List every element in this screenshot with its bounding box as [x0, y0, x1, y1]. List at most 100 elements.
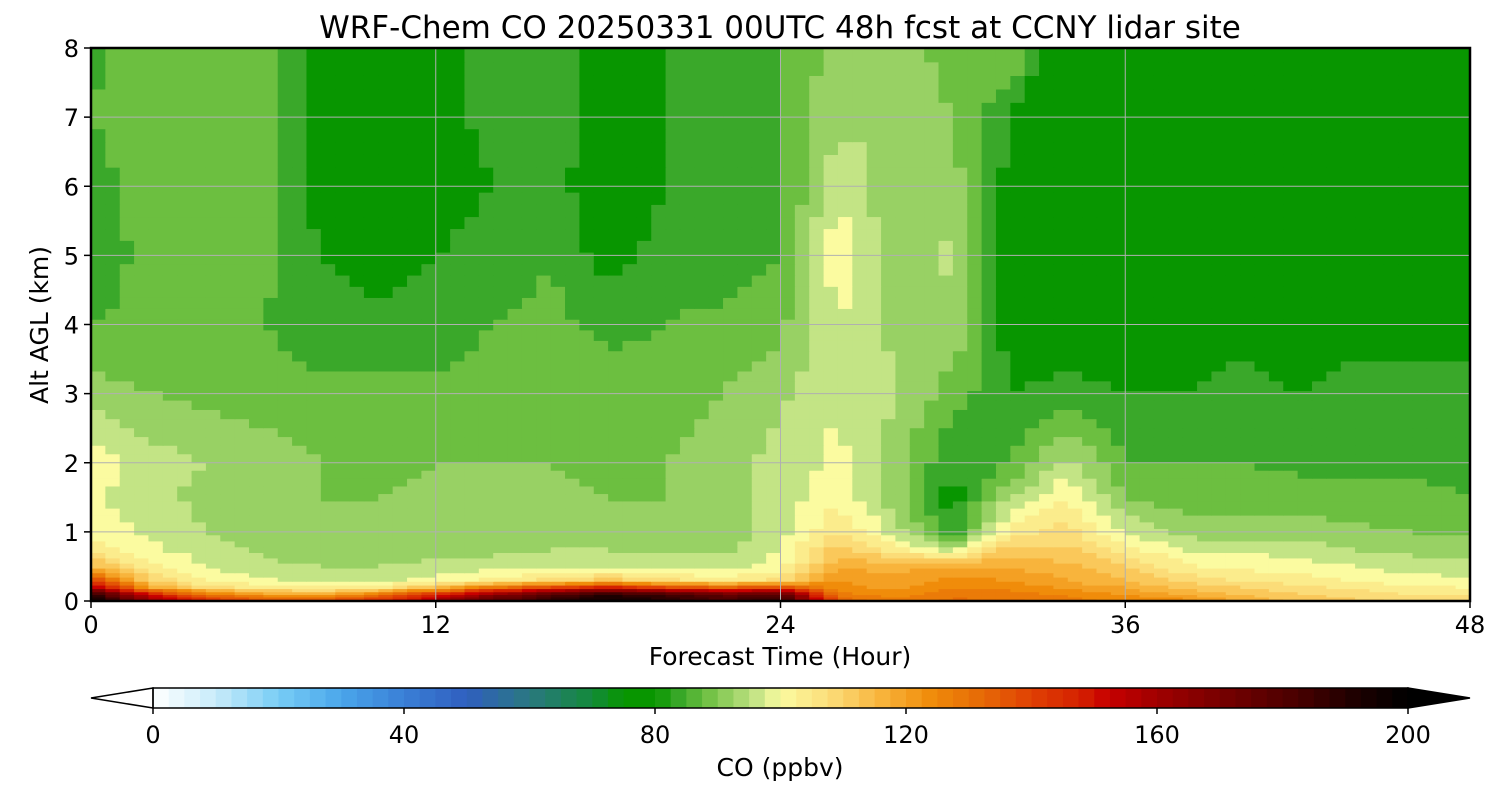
heatmap-cell [320, 500, 336, 509]
heatmap-cell [565, 596, 580, 600]
heatmap-cell [263, 581, 279, 586]
heatmap-cell [349, 350, 365, 362]
heatmap-cell [349, 515, 365, 523]
heatmap-cell [478, 204, 494, 218]
heatmap-cell [909, 572, 925, 578]
heatmap-cell [636, 534, 652, 542]
heatmap-cell [1340, 521, 1356, 529]
heatmap-cell [780, 515, 796, 523]
heatmap-cell [751, 380, 767, 392]
heatmap-cell [1268, 540, 1284, 548]
heatmap-cell [119, 274, 135, 287]
heatmap-cell [292, 263, 308, 276]
heatmap-cell [1110, 557, 1126, 564]
heatmap-cell [1024, 521, 1040, 529]
heatmap-cell [593, 204, 609, 218]
heatmap-cell [794, 581, 810, 586]
heatmap-cell [809, 485, 825, 495]
heatmap-cell [881, 588, 897, 593]
heatmap-cell [608, 427, 624, 438]
heatmap-cell [1412, 588, 1428, 593]
heatmap-cell [909, 557, 925, 564]
heatmap-cell [794, 329, 810, 341]
heatmap-cell [550, 591, 566, 596]
heatmap-cell [292, 493, 308, 502]
heatmap-cell [1240, 588, 1256, 593]
heatmap-cell [837, 500, 853, 509]
heatmap-cell [938, 540, 954, 548]
heatmap-cell [536, 485, 552, 495]
heatmap-cell [464, 581, 480, 586]
heatmap-cell [1024, 534, 1040, 542]
heatmap-cell [737, 297, 753, 309]
heatmap-cell [148, 534, 164, 542]
heatmap-cell [306, 286, 322, 298]
heatmap-cell [679, 240, 695, 253]
heatmap-cell [478, 409, 494, 420]
heatmap-cell [1039, 400, 1055, 410]
heatmap-cell [1010, 567, 1026, 574]
heatmap-cell [550, 216, 566, 230]
heatmap-cell [665, 508, 681, 516]
heatmap-cell [1426, 557, 1442, 564]
heatmap-cell [205, 596, 221, 600]
heatmap-cell [464, 485, 480, 495]
heatmap-cell [1139, 534, 1155, 542]
heatmap-cell [220, 572, 236, 578]
heatmap-cell [407, 572, 422, 578]
heatmap-cell [1067, 418, 1083, 429]
heatmap-cell [895, 515, 911, 523]
heatmap-cell [679, 360, 695, 372]
heatmap-cell [435, 552, 451, 559]
heatmap-cell [1412, 297, 1428, 309]
heatmap-cell [1039, 557, 1055, 564]
heatmap-cell [162, 274, 178, 287]
heatmap-cell [1340, 462, 1356, 471]
heatmap-cell [1455, 418, 1470, 429]
heatmap-cell [478, 581, 494, 586]
heatmap-cell [493, 409, 509, 420]
heatmap-cell [565, 228, 580, 241]
heatmap-cell [119, 596, 135, 600]
heatmap-cell [1039, 240, 1055, 253]
heatmap-cell [708, 297, 724, 309]
heatmap-cell [435, 572, 451, 578]
heatmap-cell [1211, 572, 1227, 578]
heatmap-cell [866, 297, 882, 309]
heatmap-cell [1254, 485, 1270, 495]
heatmap-cell [1254, 308, 1270, 320]
heatmap-cell [191, 515, 207, 523]
heatmap-cell [737, 350, 753, 362]
heatmap-cell [1455, 470, 1470, 479]
heatmap-cell [1082, 534, 1098, 542]
heatmap-cell [349, 594, 365, 598]
heatmap-cell [967, 427, 983, 438]
heatmap-cell [909, 370, 925, 382]
heatmap-cell [909, 563, 925, 569]
heatmap-cell [220, 350, 236, 362]
heatmap-cell [1426, 584, 1442, 590]
heatmap-cell [1096, 240, 1112, 253]
heatmap-cell [205, 286, 221, 298]
heatmap-cell [608, 308, 624, 320]
heatmap-cell [1039, 462, 1055, 471]
heatmap-cell [1283, 591, 1299, 596]
heatmap-cell [895, 340, 911, 352]
heatmap-cell [651, 308, 667, 320]
heatmap-cell [550, 588, 566, 593]
heatmap-cell [737, 577, 753, 582]
heatmap-cell [1283, 540, 1299, 548]
heatmap-cell [1225, 228, 1241, 241]
heatmap-cell [378, 508, 394, 516]
heatmap-cell [1153, 427, 1169, 438]
heatmap-cell [794, 540, 810, 548]
heatmap-cell [608, 274, 624, 287]
heatmap-cell [407, 493, 422, 502]
heatmap-cell [205, 478, 221, 487]
heatmap-cell [119, 540, 135, 548]
heatmap-cell [435, 204, 451, 218]
heatmap-cell [205, 409, 221, 420]
heatmap-cell [306, 340, 322, 352]
heatmap-cell [1024, 400, 1040, 410]
heatmap-cell [1441, 340, 1457, 352]
